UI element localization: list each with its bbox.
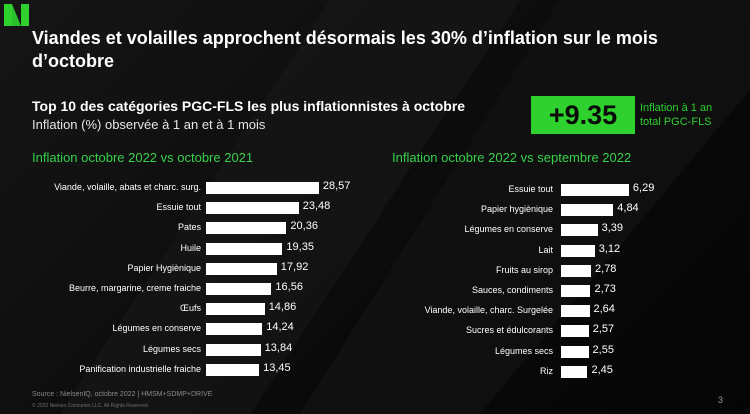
bar-value-label: 3,39: [601, 222, 624, 235]
bar: [206, 242, 283, 255]
slide-title: Viandes et volailles approchent désormai…: [32, 28, 658, 71]
category-label: Huile: [180, 242, 201, 253]
bar-value-label: 17,92: [280, 260, 309, 273]
bar: [206, 283, 272, 295]
bar: [206, 343, 261, 356]
chart-subtitle-secondary: Inflation (%) observée à 1 an et à 1 moi…: [32, 117, 266, 132]
kpi-value-box: +9.35: [531, 96, 635, 134]
page-number: 3: [718, 395, 724, 405]
bar: [561, 285, 591, 297]
bar: [561, 345, 589, 358]
bar-value-label: 6,29: [632, 182, 655, 194]
category-label: Légumes en conserve: [112, 323, 201, 334]
bar-value-label: 2,64: [593, 303, 615, 316]
bar: [206, 222, 287, 235]
bar-value-label: 20,36: [290, 220, 318, 233]
category-label: Papier hygiènique: [480, 204, 553, 215]
bar: [206, 262, 277, 275]
bar: [561, 184, 629, 196]
category-label: Viande, volaille, charc. Surgelée: [424, 305, 553, 316]
category-label: Sauces, condiments: [471, 285, 553, 295]
bar-value-label: 2,45: [591, 363, 613, 376]
category-label: Sucres et édulcorants: [465, 325, 553, 336]
bar-value-label: 13,84: [264, 341, 293, 354]
bar-value-label: 16,56: [275, 281, 303, 293]
category-label: Riz: [540, 365, 553, 376]
bar: [561, 224, 598, 237]
bar: [206, 323, 263, 336]
bar-value-label: 19,35: [286, 240, 314, 253]
bar-value-label: 3,12: [598, 242, 621, 255]
category-label: Papier Hygiènique: [127, 262, 201, 273]
chart-subtitle: Top 10 des catégories PGC-FLS les plus i…: [32, 98, 466, 114]
category-label: Essuie tout: [508, 184, 553, 194]
bar: [561, 305, 590, 318]
bar-value-label: 2,78: [595, 262, 617, 275]
bar: [561, 365, 588, 378]
bar: [206, 182, 319, 194]
kpi-label-line1: Inflation à 1 an: [640, 102, 713, 114]
bar-value-label: 14,86: [268, 301, 297, 314]
bar-value-label: 4,84: [617, 202, 639, 215]
category-label: Légumes en conserve: [464, 224, 553, 235]
bar: [206, 202, 299, 215]
category-label: Fruits au sirop: [495, 264, 553, 275]
bar: [206, 303, 265, 316]
bar-value-label: 13,45: [263, 361, 291, 374]
bar: [561, 325, 589, 338]
category-label: Œufs: [179, 303, 201, 314]
category-label: Beurre, margarine, creme fraiche: [68, 283, 201, 293]
bar: [561, 264, 592, 277]
left-chart-title: Inflation octobre 2022 vs octobre 2021: [32, 150, 254, 165]
bar-value-label: 2,57: [592, 323, 615, 336]
bar: [561, 244, 595, 257]
bar-value-label: 2,55: [592, 343, 614, 356]
category-label: Panification industrielle fraiche: [79, 363, 201, 374]
bar-value-label: 28,57: [322, 180, 351, 192]
category-label: Viande, volaille, abats et charc. surg.: [54, 182, 201, 192]
category-label: Essuie tout: [156, 202, 201, 213]
category-label: Lait: [538, 244, 553, 255]
category-label: Légumes secs: [142, 343, 201, 354]
bar-value-label: 23,48: [302, 200, 331, 213]
kpi-label: Inflation à 1 an total PGC-FLS: [640, 101, 712, 129]
category-label: Pates: [177, 222, 201, 233]
copyright-notice: © 2022 Nielsen Consumer LLC. All Rights …: [32, 403, 150, 409]
source-footer: Source : NielsenIQ, octobre 2022 | HMSM+…: [32, 391, 213, 398]
bar: [561, 204, 614, 217]
bar-value-label: 2,73: [594, 283, 616, 295]
bar-value-label: 14,24: [266, 321, 294, 334]
kpi-label-line2: total PGC-FLS: [640, 116, 712, 128]
bar: [206, 363, 260, 376]
brand-logo-icon: [4, 4, 29, 26]
category-label: Légumes secs: [494, 345, 553, 356]
right-chart-title: Inflation octobre 2022 vs septembre 2022: [392, 150, 632, 165]
